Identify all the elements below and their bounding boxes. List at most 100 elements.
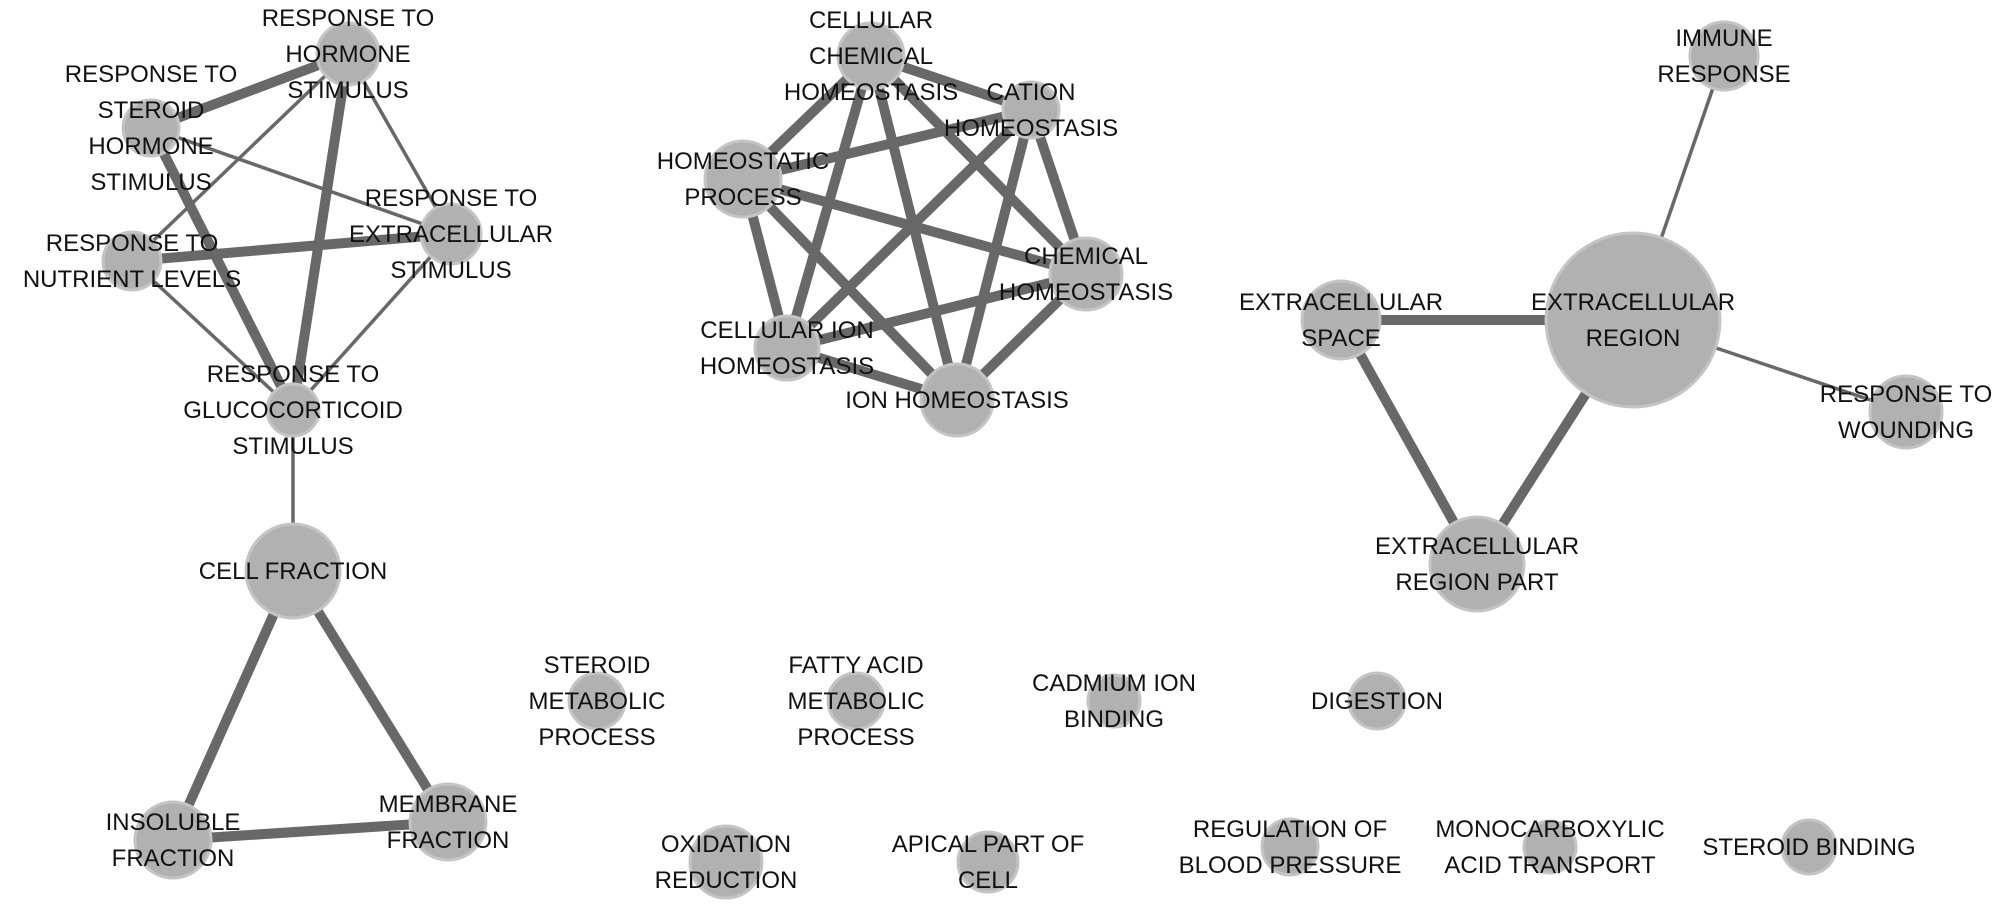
node-label-cell_fraction: CELL FRACTION (199, 558, 387, 585)
node-label-line: STIMULUS (90, 169, 211, 196)
node-label-line: MONOCARBOXYLIC (1435, 816, 1664, 843)
node-cell_ion_homeo[interactable] (753, 314, 821, 382)
node-label-wounding: RESPONSE TO WOUNDING (1820, 381, 1993, 444)
node-resp_hormone[interactable] (315, 21, 381, 87)
node-label-ext_region_part: EXTRACELLULAR REGION PART (1375, 533, 1579, 596)
node-label-line: FRACTION (112, 845, 235, 872)
node-label-line: RESPONSE TO (207, 361, 380, 388)
node-chem_homeo[interactable] (1048, 236, 1124, 312)
node-label-line: EXTRACELLULAR (349, 221, 553, 248)
node-label-line: STIMULUS (287, 77, 408, 104)
edge-insoluble-membrane (172, 817, 449, 845)
edge-resp_hormone-resp_gluco (288, 53, 353, 411)
node-label-resp_hormone: RESPONSE TO HORMONE STIMULUS (262, 5, 435, 104)
node-label-line: METABOLIC (529, 688, 666, 715)
edge-resp_steroid-resp_extracell (150, 126, 452, 236)
node-steroid_binding[interactable] (1780, 818, 1838, 876)
nodes-layer (101, 20, 1944, 900)
node-ext_space[interactable] (1300, 279, 1382, 361)
node-wounding[interactable] (1868, 374, 1944, 450)
node-cell_chem_homeo[interactable] (836, 21, 906, 91)
node-monocarb[interactable] (1522, 819, 1578, 875)
node-label-line: SPACE (1301, 325, 1381, 352)
node-cadmium[interactable] (1086, 673, 1142, 729)
node-label-line: STIMULUS (232, 433, 353, 460)
node-label-ion_homeo: ION HOMEOSTASIS (845, 387, 1069, 414)
node-label-cation_homeo: CATION HOMEOSTASIS (944, 79, 1118, 142)
node-label-line: HORMONE (88, 133, 213, 160)
node-label-line: OXIDATION (661, 831, 791, 858)
node-label-line: PROCESS (538, 724, 655, 751)
node-resp_nutrient[interactable] (101, 230, 163, 292)
node-label-apical: APICAL PART OF CELL (892, 831, 1085, 894)
node-label-line: PROCESS (684, 184, 801, 211)
edge-resp_nutrient-resp_gluco (130, 259, 295, 412)
node-reg_bp[interactable] (1260, 817, 1320, 877)
node-label-line: INSOLUBLE (106, 809, 241, 836)
node-label-cell_ion_homeo: CELLULAR ION HOMEOSTASIS (700, 317, 874, 380)
labels-layer: RESPONSE TO HORMONE STIMULUS RESPONSE TO STE… (23, 5, 1992, 894)
node-label-line: REDUCTION (655, 867, 798, 894)
node-resp_steroid[interactable] (121, 98, 181, 158)
node-label-cadmium: CADMIUM ION BINDING (1032, 670, 1196, 733)
node-resp_gluco[interactable] (265, 382, 321, 438)
node-label-homeostatic: HOMEOSTATIC PROCESS (657, 148, 829, 211)
node-label-fatty_acid: FATTY ACID METABOLIC PROCESS (788, 652, 925, 751)
node-steroid_metab[interactable] (567, 671, 627, 731)
node-label-line: EXTRACELLULAR (1239, 289, 1443, 316)
node-label-chem_homeo: CHEMICAL HOMEOSTASIS (999, 243, 1173, 306)
node-fatty_acid[interactable] (826, 671, 886, 731)
node-oxidation[interactable] (688, 824, 764, 900)
edge-resp_hormone-resp_steroid (149, 49, 350, 133)
node-label-ext_space: EXTRACELLULAR SPACE (1239, 289, 1443, 352)
node-ion_homeo[interactable] (919, 362, 995, 438)
node-label-line: CELL (958, 867, 1018, 894)
node-digestion[interactable] (1347, 671, 1407, 731)
node-label-line: ACID TRANSPORT (1444, 852, 1655, 879)
node-label-line: BINDING (1064, 706, 1164, 733)
node-label-line: CELLULAR (809, 7, 933, 34)
node-cation_homeo[interactable] (1001, 80, 1061, 140)
node-label-line: MEMBRANE (379, 791, 518, 818)
edge-chem_homeo-cell_ion_homeo (785, 269, 1088, 353)
edge-resp_extracell-resp_gluco (291, 232, 453, 412)
node-label-line: REGULATION OF (1193, 816, 1387, 843)
edge-resp_nutrient-resp_extracell (131, 229, 452, 266)
node-label-line: METABOLIC (788, 688, 925, 715)
node-label-line: APICAL PART OF (892, 831, 1085, 858)
node-label-line: ION HOMEOSTASIS (845, 387, 1069, 414)
node-homeostatic[interactable] (703, 139, 783, 219)
node-label-resp_nutrient: RESPONSE TO NUTRIENT LEVELS (23, 230, 241, 293)
node-label-line: REGION (1586, 325, 1681, 352)
edge-cell_fraction-insoluble (168, 568, 298, 843)
edge-resp_steroid-resp_gluco (146, 125, 298, 413)
node-label-line: IMMUNE (1675, 25, 1772, 52)
node-apical[interactable] (956, 830, 1020, 894)
node-label-steroid_metab: STEROID METABOLIC PROCESS (529, 652, 666, 751)
node-label-resp_steroid: RESPONSE TO STEROID HORMONE STIMULUS (65, 61, 238, 196)
node-label-line: DIGESTION (1311, 688, 1443, 715)
node-label-ext_region: EXTRACELLULAR REGION (1531, 289, 1735, 352)
edge-cation_homeo-ion_homeo (952, 108, 1036, 402)
node-label-line: RESPONSE TO (46, 230, 219, 257)
node-label-line: NUTRIENT LEVELS (23, 266, 241, 293)
node-label-line: HOMEOSTATIC (657, 148, 829, 175)
node-cell_fraction[interactable] (244, 522, 342, 620)
node-label-membrane: MEMBRANE FRACTION (379, 791, 518, 854)
node-ext_region[interactable] (1544, 231, 1722, 409)
node-label-line: GLUCOCORTICOID (183, 397, 403, 424)
node-insoluble[interactable] (133, 800, 213, 880)
node-label-line: HOMEOSTASIS (784, 79, 958, 106)
node-label-line: RESPONSE TO (365, 185, 538, 212)
node-resp_extracell[interactable] (419, 202, 483, 266)
node-label-resp_extracell: RESPONSE TO EXTRACELLULAR STIMULUS (349, 185, 553, 284)
node-ext_region_part[interactable] (1428, 515, 1526, 613)
node-label-line: RESPONSE TO (1820, 381, 1993, 408)
node-label-insoluble: INSOLUBLE FRACTION (106, 809, 241, 872)
node-label-line: CELL FRACTION (199, 558, 387, 585)
node-label-resp_gluco: RESPONSE TO GLUCOCORTICOID STIMULUS (183, 361, 403, 460)
node-membrane[interactable] (408, 782, 488, 862)
node-immune[interactable] (1688, 20, 1760, 92)
node-label-digestion: DIGESTION (1311, 688, 1443, 715)
